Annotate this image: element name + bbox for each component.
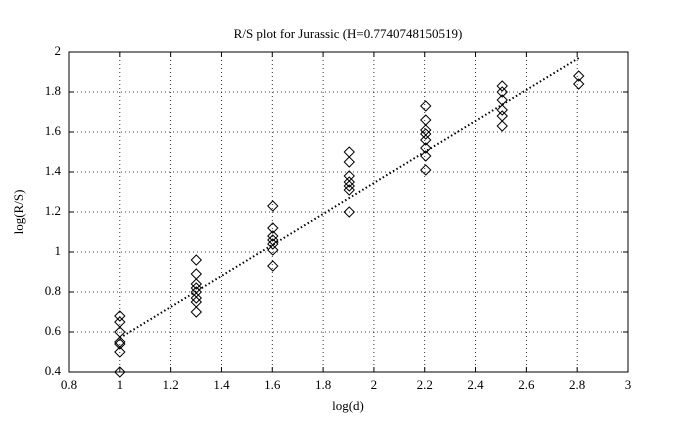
marker <box>343 180 355 192</box>
marker <box>190 268 203 280</box>
fit-line <box>119 57 580 339</box>
x-tick-label: 2.6 <box>518 377 535 392</box>
x-tick-label: 1.6 <box>264 377 281 392</box>
marker <box>190 282 203 294</box>
marker <box>496 110 508 122</box>
x-tick-label: 2.4 <box>467 377 484 392</box>
marker <box>420 150 432 162</box>
marker <box>114 346 126 358</box>
marker <box>267 234 279 246</box>
x-tick-label: 0.8 <box>61 377 77 392</box>
marker <box>267 230 279 242</box>
marker <box>190 254 203 266</box>
marker <box>343 184 355 196</box>
x-axis-label: log(d) <box>332 398 364 413</box>
marker <box>420 100 432 112</box>
marker <box>114 366 126 378</box>
y-tick-label: 2 <box>55 43 62 58</box>
x-tick-label: 2.8 <box>569 377 585 392</box>
x-tick-label: 1.8 <box>315 377 331 392</box>
marker <box>114 338 126 350</box>
x-tick-label: 3 <box>625 377 632 392</box>
marker <box>420 124 432 136</box>
marker <box>343 170 355 182</box>
x-tick-label: 1 <box>117 377 124 392</box>
marker <box>343 146 355 158</box>
marker <box>114 316 126 328</box>
x-tick-label: 2 <box>371 377 378 392</box>
marker <box>496 86 508 98</box>
y-tick-label: 0.4 <box>45 363 62 378</box>
y-tick-label: 1.8 <box>45 83 61 98</box>
marker <box>343 176 355 188</box>
marker <box>420 142 432 154</box>
marker <box>267 200 279 212</box>
marker <box>496 80 508 92</box>
y-tick-label: 1.4 <box>45 163 62 178</box>
marker <box>420 134 432 146</box>
marker <box>267 244 279 256</box>
marker <box>420 114 432 126</box>
marker <box>420 128 432 140</box>
plot-frame <box>68 51 629 373</box>
marker <box>572 78 585 90</box>
marker <box>496 120 508 132</box>
x-tick-label: 1.4 <box>213 377 230 392</box>
marker <box>267 260 279 272</box>
marker <box>267 238 279 250</box>
y-tick-label: 1.2 <box>45 203 61 218</box>
y-tick-label: 0.6 <box>45 323 62 338</box>
marker <box>190 278 203 290</box>
marker <box>572 70 585 82</box>
marker <box>343 156 355 168</box>
marker <box>114 310 126 322</box>
marker <box>190 306 203 318</box>
y-tick-label: 1.6 <box>45 123 62 138</box>
y-tick-label: 0.8 <box>45 283 61 298</box>
x-tick-label: 2.2 <box>417 377 433 392</box>
marker <box>190 296 203 308</box>
y-tick-label: 1 <box>55 243 62 258</box>
chart-title: R/S plot for Jurassic (H=0.7740748150519… <box>234 26 463 41</box>
marker <box>343 206 355 218</box>
marker <box>496 104 508 116</box>
marker <box>420 164 432 176</box>
y-axis-label: log(R/S) <box>11 190 26 235</box>
marker <box>190 292 203 304</box>
marker <box>267 222 279 234</box>
x-tick-label: 1.2 <box>163 377 179 392</box>
